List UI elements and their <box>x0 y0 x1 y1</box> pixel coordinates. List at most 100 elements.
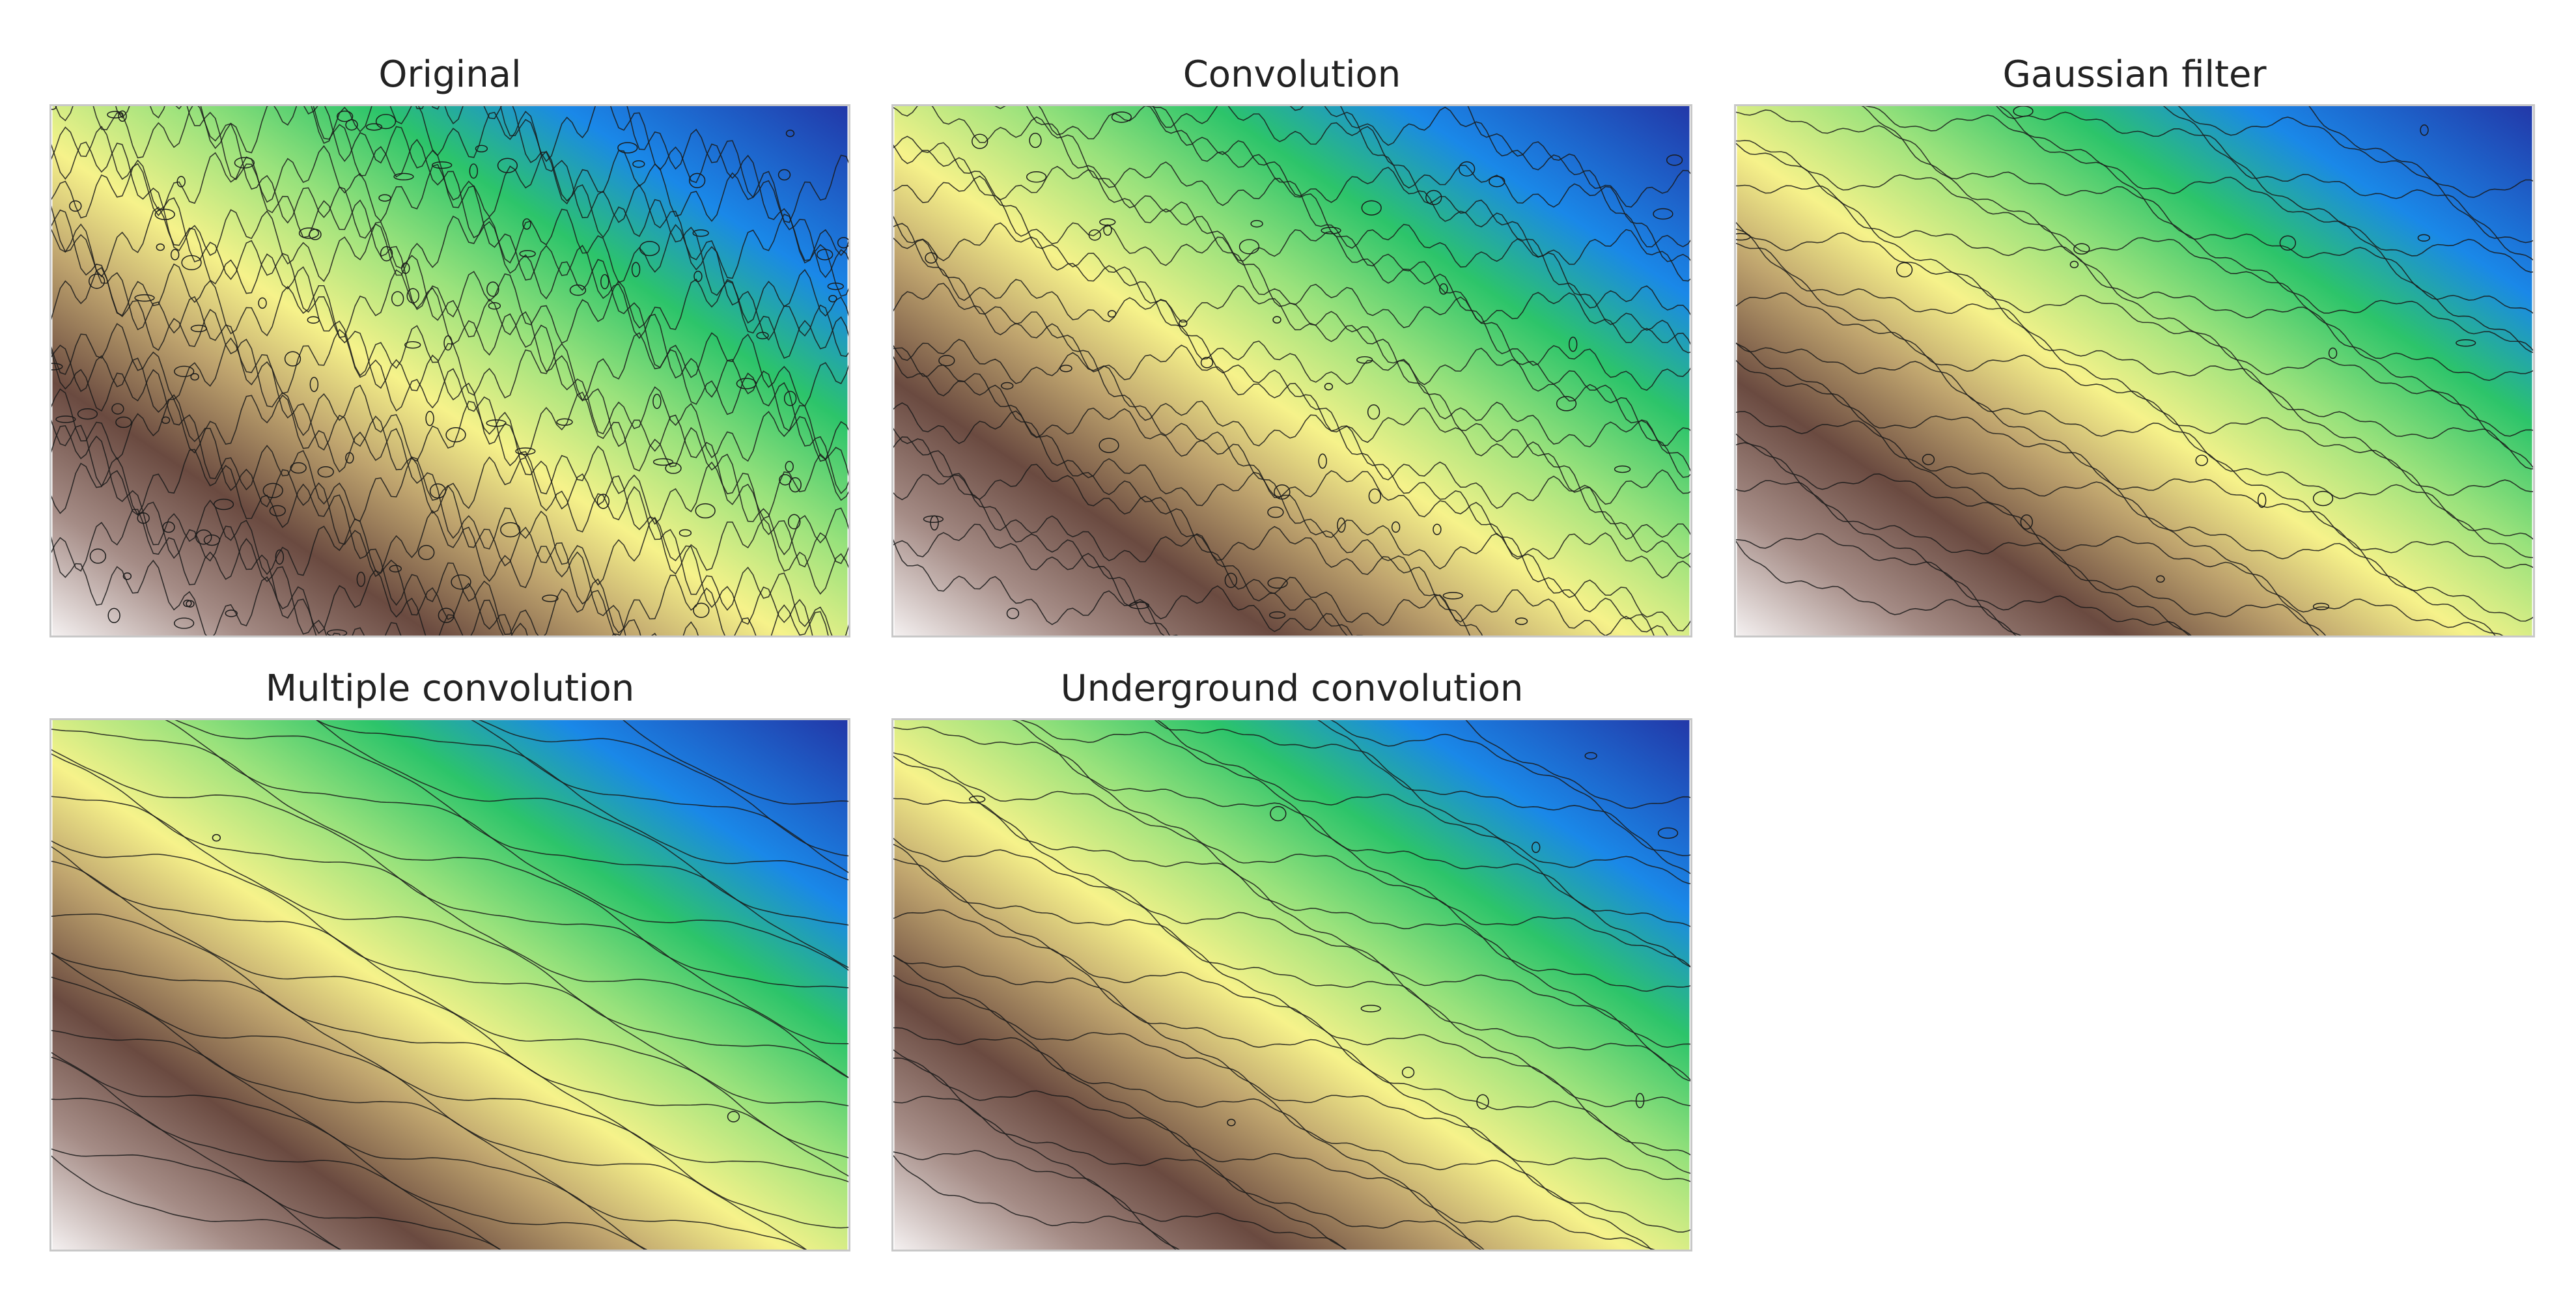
contour-line <box>1996 106 2533 273</box>
contour-ring <box>2456 339 2476 347</box>
contour-line <box>893 237 1690 559</box>
contour-line <box>51 509 402 636</box>
contour-ring <box>783 391 797 406</box>
contour-ring <box>1391 521 1401 533</box>
contour-ring <box>1059 365 1072 372</box>
contour-line <box>2163 106 2533 261</box>
contour-line <box>1339 106 1690 247</box>
contour-line <box>1736 109 2533 381</box>
contour-line <box>1736 292 2533 569</box>
contour-line <box>893 1057 1347 1250</box>
contour-ring <box>1489 176 1505 188</box>
contour-ring <box>1250 219 1263 228</box>
contour-ring <box>2069 260 2079 268</box>
contour-ring <box>174 365 195 378</box>
contour-ring <box>111 403 124 415</box>
contour-ring <box>2417 234 2431 242</box>
contour-line <box>893 837 1690 1108</box>
contour-ring <box>787 514 801 529</box>
contour-ring <box>515 447 536 455</box>
contour-ring <box>542 594 559 602</box>
contour-ring <box>596 494 610 509</box>
contour-ring <box>134 294 155 302</box>
contour-ring <box>1107 310 1117 318</box>
contour-ring <box>756 331 769 340</box>
contour-ring <box>2020 514 2033 530</box>
contour-line <box>893 798 1690 1081</box>
contour-ring <box>438 608 455 623</box>
contour-ring <box>695 503 716 519</box>
contour-line <box>1736 442 2192 636</box>
contour-ring <box>1324 383 1334 391</box>
contour-ring <box>1425 189 1442 206</box>
contour-line <box>415 106 848 279</box>
contour-line <box>1736 540 2022 636</box>
contour-line <box>51 141 848 494</box>
contour-ring <box>837 237 848 249</box>
contour-ring <box>107 111 124 119</box>
contour-ring <box>307 316 320 324</box>
contour-line <box>316 720 848 881</box>
contour-ring <box>365 123 383 131</box>
contour-ring <box>290 462 307 474</box>
contour-line <box>51 205 848 520</box>
contour-line <box>893 356 1668 636</box>
contour-ring <box>488 302 501 310</box>
contour-ring <box>1006 608 1020 619</box>
contour-ring <box>817 249 833 260</box>
contour-line <box>51 1148 342 1250</box>
contour-ring <box>55 415 76 423</box>
contour-line <box>51 1097 501 1250</box>
contour-line <box>1465 720 1690 809</box>
contour-ring <box>309 229 322 240</box>
contour-ring <box>519 250 536 258</box>
contour-ring <box>190 372 199 381</box>
panel: Underground convolution <box>891 660 1692 1251</box>
contour-line <box>1020 720 1690 968</box>
contour-ring <box>389 565 402 573</box>
panel-title: Convolution <box>1183 53 1401 96</box>
contour-ring <box>1439 283 1448 295</box>
contour-line <box>893 752 1690 1048</box>
contour-line <box>1864 106 2533 354</box>
terrain-map <box>1734 104 2535 637</box>
contour-line <box>51 425 620 636</box>
contour-ring <box>451 574 471 590</box>
contour-line <box>315 720 848 926</box>
contour-ring <box>181 255 202 271</box>
contour-ring <box>827 283 844 290</box>
contour-line <box>623 720 848 805</box>
contour-ring <box>1099 438 1119 453</box>
contour-ring <box>336 110 354 122</box>
panel: Multiple convolution <box>49 660 850 1251</box>
panel: Convolution <box>891 46 1692 637</box>
contour-line <box>1736 221 2533 496</box>
contour-ring <box>522 218 531 230</box>
contour-line <box>51 1155 341 1250</box>
panel-title: Multiple convolution <box>265 667 635 710</box>
contour-ring <box>1459 161 1476 177</box>
contour-ring <box>652 458 674 466</box>
contour-ring <box>345 452 354 464</box>
contour-ring <box>617 142 638 154</box>
contour-ring <box>1267 577 1288 589</box>
contour-line <box>1154 720 1690 884</box>
contour-line <box>479 720 848 857</box>
contour-ring <box>156 243 165 251</box>
contour-ring <box>2156 575 2165 583</box>
contour-ring <box>2312 602 2330 611</box>
contour-ring <box>679 529 692 537</box>
contour-ring <box>1224 572 1238 589</box>
contour-ring <box>1666 154 1683 166</box>
contour-ring <box>1368 488 1382 504</box>
contour-ring <box>401 262 410 274</box>
contour-ring <box>1657 827 1679 839</box>
contour-line <box>893 428 1483 636</box>
contour-line <box>51 126 848 462</box>
contour-ring <box>1227 1119 1236 1126</box>
contour-ring <box>176 176 186 188</box>
contour-ring <box>309 376 319 393</box>
contour-ring <box>186 600 195 608</box>
contour-ring <box>1356 356 1373 364</box>
contour-ring <box>154 208 175 220</box>
